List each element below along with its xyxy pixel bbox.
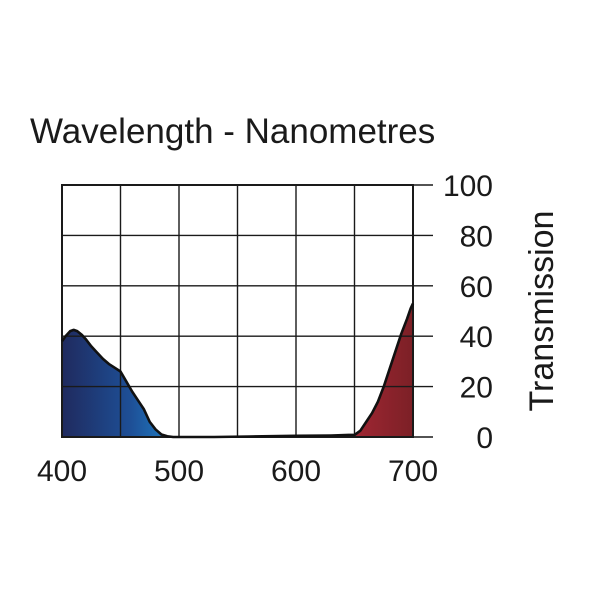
blue-transmission-area xyxy=(62,329,215,437)
y-tick-label: 20 xyxy=(460,372,493,405)
red-transmission-area xyxy=(249,303,413,437)
chart-grid xyxy=(61,184,433,438)
transmission-curve xyxy=(60,302,415,439)
y-axis-label: Transmission xyxy=(523,211,561,412)
y-axis-tick-labels: 0 20 40 60 80 100 xyxy=(443,170,493,455)
y-tick-label: 40 xyxy=(460,321,493,354)
y-tick-label: 100 xyxy=(443,170,493,203)
x-tick-label: 700 xyxy=(388,455,438,488)
y-tick-label: 0 xyxy=(476,422,493,455)
x-tick-label: 400 xyxy=(37,455,87,488)
x-tick-label: 600 xyxy=(271,455,321,488)
chart-title: Wavelength - Nanometres xyxy=(30,112,435,151)
x-axis-tick-labels: 400 500 600 700 xyxy=(37,455,438,488)
y-tick-label: 80 xyxy=(460,220,493,253)
x-tick-label: 500 xyxy=(154,455,204,488)
y-tick-label: 60 xyxy=(460,271,493,304)
